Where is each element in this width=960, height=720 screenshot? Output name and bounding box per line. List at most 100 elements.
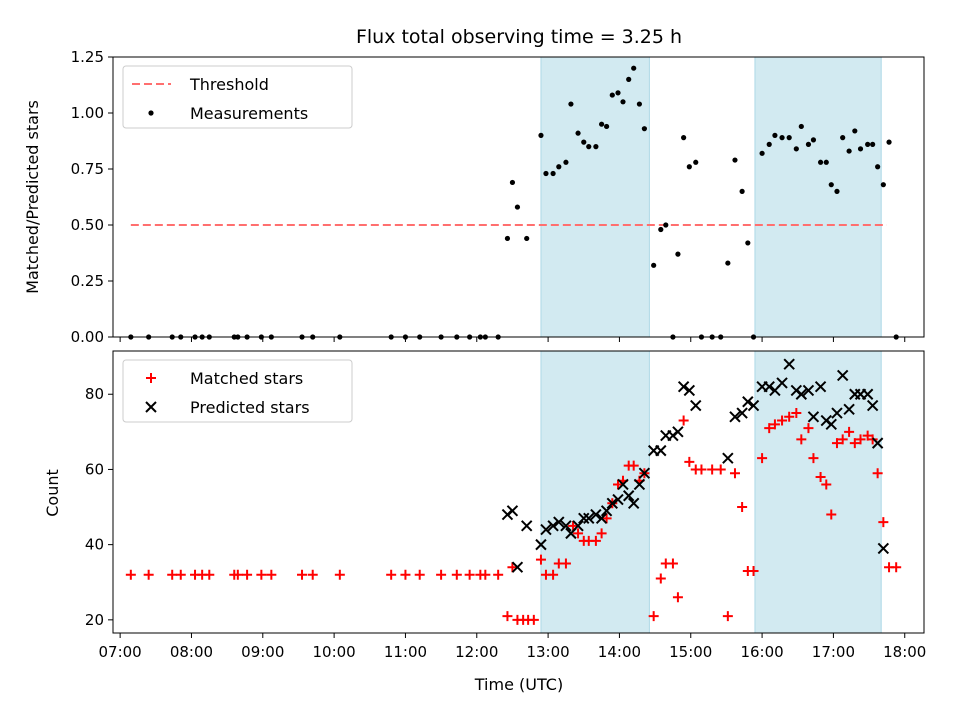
- top-measurement-point: [631, 65, 637, 71]
- top-measurement-point: [865, 141, 871, 147]
- bottom-predicted-point: [825, 418, 837, 431]
- top-shaded-region-2: [754, 56, 882, 338]
- bottom-matched-point: [826, 509, 837, 520]
- bottom-predicted-point: [606, 497, 619, 509]
- bottom-matched-point: [855, 434, 866, 445]
- bottom-matched-point: [808, 453, 819, 464]
- bottom-predicted-point: [540, 523, 552, 536]
- bottom-matched-point: [696, 464, 707, 475]
- bottom-matched-point: [167, 569, 178, 580]
- bottom-matched-point: [796, 434, 807, 445]
- bottom-predicted-point: [622, 490, 635, 502]
- bottom-matched-point: [872, 468, 883, 479]
- top-measurement-point: [543, 170, 549, 177]
- top-measurement-point: [586, 144, 592, 150]
- top-measurement-point: [615, 90, 621, 96]
- bottom-predicted-point: [783, 358, 795, 370]
- bottom-predicted-point: [742, 396, 754, 408]
- top-measurement-point: [810, 137, 817, 143]
- top-ytick-label-1: 0.25: [71, 272, 104, 290]
- bottom-matched-point: [648, 611, 659, 622]
- bottom-matched-point: [678, 415, 689, 426]
- top-measurement-point: [870, 141, 876, 147]
- bottom-matched-point: [143, 569, 154, 580]
- bottom-panel: 20 40 60 80 07:00 08:00 09:00 10:00 11:00 12:00 13…: [85, 350, 926, 661]
- bottom-predicted-point: [547, 520, 559, 532]
- top-ytick-label-5: 1.25: [71, 48, 104, 66]
- bottom-matched-point: [672, 592, 683, 603]
- top-measurement-point: [681, 135, 687, 141]
- bottom-predicted-point: [553, 516, 565, 528]
- bottom-matched-point: [707, 464, 718, 475]
- bottom-predicted-point: [677, 381, 690, 393]
- bottom-legend-matched-swatch: [146, 373, 156, 383]
- bottom-matched-point: [266, 569, 277, 580]
- top-measurement-point: [504, 235, 511, 242]
- bottom-predicted-point: [572, 520, 584, 532]
- top-measurement-point: [626, 76, 632, 82]
- top-measurement-point: [759, 150, 765, 156]
- top-ytick-label-3: 0.75: [71, 160, 104, 178]
- bottom-predicted-point: [590, 508, 602, 521]
- bottom-matched-point: [386, 569, 397, 580]
- bottom-matched-point: [769, 419, 780, 430]
- bottom-matched-point: [334, 569, 345, 580]
- bottom-matched-point: [573, 528, 584, 539]
- top-chart-title: Flux total observing time = 3.25 h: [356, 26, 682, 48]
- top-legend: [122, 65, 353, 129]
- top-measurement-point: [686, 164, 692, 170]
- bottom-predicted-point: [535, 538, 547, 551]
- bottom-shaded-region-2: [754, 350, 882, 634]
- top-measurement-point: [514, 204, 521, 210]
- bottom-matched-point: [878, 517, 889, 528]
- top-measurement-point: [563, 159, 569, 165]
- bottom-matched-point: [667, 558, 678, 569]
- top-measurement-point: [805, 141, 812, 147]
- bottom-xtick-label-8: 15:00: [669, 643, 712, 661]
- bottom-matched-point: [175, 569, 186, 580]
- bottom-predicted-point: [655, 444, 667, 457]
- bottom-matched-point: [590, 535, 601, 546]
- top-measurement-point: [793, 146, 799, 152]
- top-measurement-point: [828, 182, 834, 188]
- bottom-xtick-label-4: 11:00: [384, 643, 427, 661]
- bottom-xtick-label-6: 13:00: [526, 643, 569, 661]
- bottom-matched-point: [256, 569, 267, 580]
- top-measurement-point: [772, 132, 778, 138]
- bottom-ylabel: Count: [43, 469, 62, 517]
- top-measurement-point: [575, 130, 581, 136]
- bottom-predicted-point: [638, 467, 651, 479]
- top-measurement-point: [568, 101, 574, 107]
- top-measurement-point: [745, 240, 751, 246]
- top-measurement-point: [651, 262, 657, 268]
- bottom-matched-point: [815, 471, 826, 482]
- bottom-matched-point: [722, 611, 733, 622]
- top-axes-frame: [112, 56, 925, 338]
- top-shaded-region-1: [540, 56, 650, 338]
- bottom-matched-point: [507, 562, 518, 573]
- bottom-matched-point: [821, 479, 832, 490]
- top-measurement-point: [840, 135, 846, 141]
- bottom-predicted-point: [595, 512, 608, 525]
- bottom-predicted-point: [877, 542, 890, 555]
- bottom-matched-point: [596, 528, 607, 539]
- bottom-predicted-point: [578, 512, 590, 525]
- bottom-predicted-point: [866, 399, 879, 412]
- bottom-ytick-label-1: 40: [85, 536, 104, 554]
- bottom-predicted-point: [633, 478, 646, 491]
- bottom-predicted-point: [690, 399, 702, 412]
- bottom-xtick-label-3: 10:00: [312, 643, 355, 661]
- top-measurement-point: [817, 159, 824, 165]
- bottom-predicted-point: [861, 388, 874, 400]
- top-measurement-point: [798, 123, 804, 130]
- bottom-matched-point: [297, 569, 308, 580]
- bottom-matched-point: [837, 434, 848, 445]
- top-measurement-point: [609, 92, 615, 98]
- bottom-predicted-point: [722, 452, 734, 464]
- bottom-matched-point: [737, 502, 748, 513]
- bottom-predicted-point: [802, 384, 815, 397]
- top-ytick-label-0: 0.00: [71, 328, 104, 346]
- top-measurement-point: [556, 164, 562, 170]
- bottom-predicted-point: [836, 369, 849, 382]
